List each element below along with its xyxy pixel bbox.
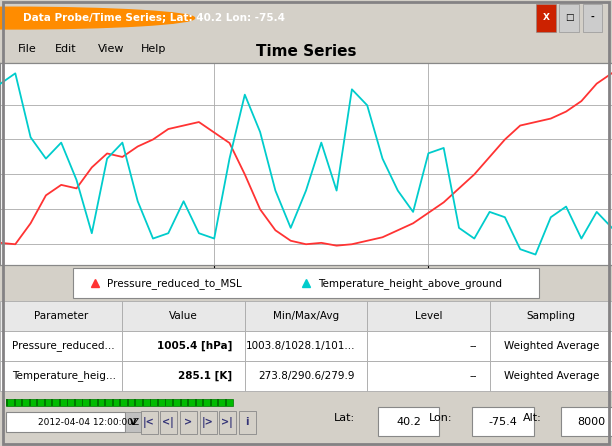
Bar xyxy=(127,400,129,406)
Bar xyxy=(13,400,15,406)
Bar xyxy=(21,400,23,406)
Circle shape xyxy=(0,7,195,29)
Bar xyxy=(51,400,53,406)
Bar xyxy=(180,410,197,434)
Text: >|: >| xyxy=(221,417,233,428)
Bar xyxy=(561,407,612,436)
Bar xyxy=(203,400,204,406)
Bar xyxy=(149,400,151,406)
Bar xyxy=(210,400,212,406)
Bar xyxy=(200,410,217,434)
Title: Time Series: Time Series xyxy=(256,44,356,59)
Bar xyxy=(44,400,46,406)
Text: Help: Help xyxy=(141,45,166,54)
Bar xyxy=(172,400,174,406)
FancyBboxPatch shape xyxy=(73,268,539,298)
Bar xyxy=(36,400,38,406)
Text: -75.4: -75.4 xyxy=(488,417,518,427)
Bar xyxy=(135,400,136,406)
Bar xyxy=(6,412,125,432)
Text: |<: |< xyxy=(143,417,155,428)
Bar xyxy=(29,400,31,406)
Text: <|: <| xyxy=(162,417,174,428)
Text: Pressure_reduced_to_MSL: Pressure_reduced_to_MSL xyxy=(107,278,242,289)
Bar xyxy=(187,400,189,406)
Text: Edit: Edit xyxy=(55,45,76,54)
Bar xyxy=(119,400,121,406)
Text: X: X xyxy=(542,13,550,22)
Text: 2012-04-04 12:00:00Z: 2012-04-04 12:00:00Z xyxy=(38,417,139,427)
Bar xyxy=(157,400,159,406)
Bar xyxy=(165,400,166,406)
Bar xyxy=(125,412,141,432)
Bar xyxy=(559,4,579,32)
Text: 8000: 8000 xyxy=(577,417,605,427)
Text: Alt:: Alt: xyxy=(523,413,542,423)
Text: -: - xyxy=(591,13,594,22)
Bar xyxy=(217,400,219,406)
Text: Lat:: Lat: xyxy=(334,413,355,423)
Bar xyxy=(219,410,236,434)
Bar xyxy=(536,4,556,32)
Text: Lon:: Lon: xyxy=(428,413,452,423)
Bar xyxy=(6,400,233,406)
Bar xyxy=(97,400,99,406)
Bar xyxy=(141,410,158,434)
Bar xyxy=(195,400,196,406)
Bar xyxy=(59,400,61,406)
Bar xyxy=(239,410,256,434)
Bar xyxy=(180,400,182,406)
Text: 40.2: 40.2 xyxy=(397,417,421,427)
Text: File: File xyxy=(18,45,37,54)
Bar xyxy=(112,400,114,406)
Bar xyxy=(67,400,69,406)
Text: Data Probe/Time Series; Lat: 40.2 Lon: -75.4: Data Probe/Time Series; Lat: 40.2 Lon: -… xyxy=(23,13,285,23)
Bar xyxy=(104,400,106,406)
Bar xyxy=(81,400,83,406)
Bar xyxy=(6,400,8,406)
Text: □: □ xyxy=(565,13,573,22)
Bar xyxy=(89,400,91,406)
Bar xyxy=(160,410,177,434)
Text: Temperature_height_above_ground: Temperature_height_above_ground xyxy=(318,278,502,289)
Text: View: View xyxy=(98,45,124,54)
Bar xyxy=(583,4,602,32)
Text: |>: |> xyxy=(201,417,214,428)
Bar xyxy=(378,407,439,436)
Bar xyxy=(472,407,534,436)
Text: v: v xyxy=(130,417,136,427)
Bar xyxy=(225,400,227,406)
Text: i: i xyxy=(245,417,248,427)
Bar xyxy=(142,400,144,406)
X-axis label: Time (GMT): Time (GMT) xyxy=(274,287,338,297)
Bar xyxy=(74,400,76,406)
Text: >: > xyxy=(184,417,192,427)
